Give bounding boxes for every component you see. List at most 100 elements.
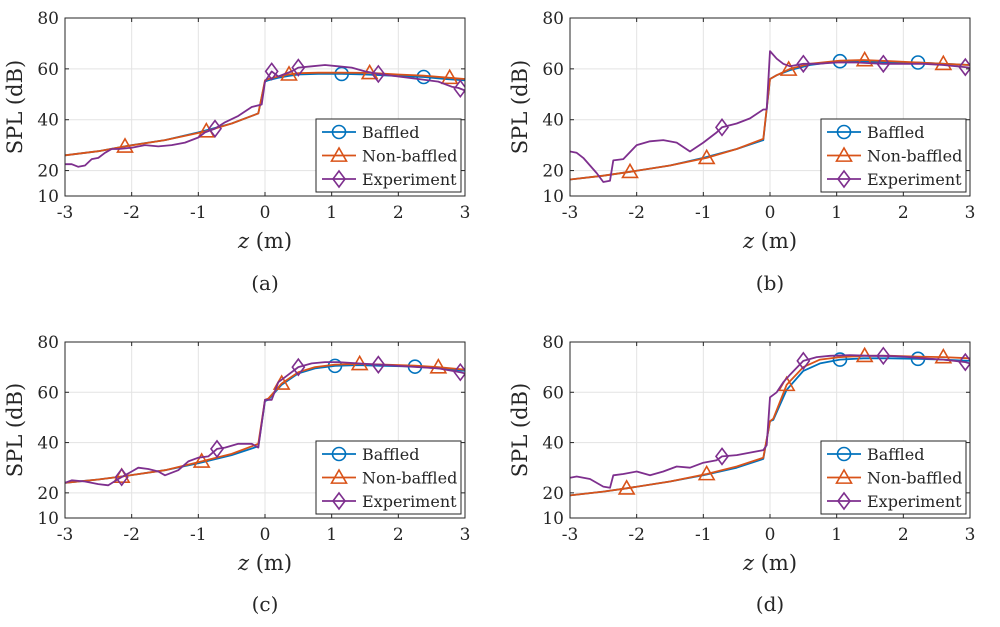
x-axis-label: z (m) (742, 551, 797, 575)
x-tick-label: 2 (898, 203, 909, 223)
legend-marker-baffled (331, 124, 347, 140)
legend-marker-non-baffled (835, 468, 853, 484)
legend-entry-baffled: Baffled (362, 123, 420, 142)
y-axis-label: SPL (dB) (3, 383, 27, 477)
x-tick-label: 3 (965, 203, 976, 223)
y-axis-label: SPL (dB) (508, 60, 532, 154)
marker-experiment (453, 79, 465, 99)
x-tick-label: -3 (562, 203, 579, 223)
x-axis-label: z (m) (237, 229, 292, 253)
legend-marker-non-baffled (330, 146, 348, 162)
marker-experiment (796, 54, 811, 74)
series-line-non-baffled (570, 59, 970, 181)
y-tick-label: 10 (37, 187, 59, 207)
series-experiment (570, 346, 970, 489)
x-tick-label: 1 (831, 525, 842, 545)
legend-entry-experiment: Experiment (362, 170, 457, 189)
series-experiment (570, 50, 970, 183)
y-axis-label: SPL (dB) (3, 60, 27, 154)
panel-caption: (b) (756, 271, 784, 295)
y-tick-label: 20 (37, 484, 59, 504)
marker-non-baffled (617, 479, 636, 495)
marker-baffled (832, 352, 848, 367)
marker-experiment (876, 54, 891, 74)
x-tick-label: 1 (831, 203, 842, 223)
x-tick-label: 0 (260, 525, 271, 545)
panel-caption: (d) (756, 592, 784, 616)
legend-marker-experiment (837, 491, 851, 511)
y-tick-label: 60 (542, 60, 564, 80)
x-tick-label: -3 (57, 525, 74, 545)
marker-experiment (371, 355, 386, 374)
legend-entry-non-baffled: Non-baffled (362, 469, 457, 488)
y-tick-label: 80 (542, 9, 564, 29)
marker-experiment (714, 118, 730, 137)
legend-entry-experiment: Experiment (867, 492, 962, 511)
panel-caption: (c) (252, 592, 279, 616)
y-tick-label: 20 (542, 484, 564, 504)
x-tick-label: 3 (965, 525, 976, 545)
legend-marker-non-baffled (330, 468, 348, 484)
x-tick-label: 2 (393, 525, 404, 545)
marker-experiment (210, 439, 224, 459)
x-tick-label: -1 (695, 203, 712, 223)
legend: Baffled Non-baffled Experiment (315, 118, 462, 193)
legend-marker-experiment (837, 169, 851, 189)
legend-marker-baffled (331, 446, 347, 462)
y-tick-label: 60 (37, 60, 59, 80)
marker-non-baffled (621, 162, 639, 179)
legend-entry-experiment: Experiment (867, 170, 962, 189)
legend: Baffled Non-baffled Experiment (315, 440, 462, 515)
x-tick-label: -2 (628, 525, 645, 545)
y-tick-label: 20 (37, 162, 59, 182)
chart-panel-b: -3 -2 -1 0 1 2 3 10 20 40 60 80 z (m) SPL (dB) (b) Baff… (508, 9, 975, 295)
marker-experiment (876, 346, 891, 366)
legend-marker-experiment (332, 169, 346, 189)
marker-experiment (958, 352, 970, 372)
marker-experiment (958, 57, 970, 77)
marker-experiment (291, 357, 306, 377)
y-tick-label: 40 (37, 111, 59, 131)
chart-panel-c: -3 -2 -1 0 1 2 3 10 20 40 60 80 z (m) SPL (dB) (c) Baff… (3, 333, 470, 616)
x-tick-label: 0 (765, 203, 776, 223)
marker-experiment (796, 351, 811, 371)
y-tick-label: 10 (37, 509, 59, 529)
marker-non-baffled (697, 464, 716, 481)
x-tick-label: 1 (326, 525, 337, 545)
marker-experiment (291, 58, 306, 77)
y-tick-label: 80 (37, 9, 59, 29)
marker-non-baffled (934, 347, 953, 364)
legend-entry-baffled: Baffled (362, 445, 420, 464)
y-tick-label: 10 (542, 509, 564, 529)
marker-experiment (114, 467, 129, 487)
legend-entry-non-baffled: Non-baffled (362, 147, 457, 166)
marker-non-baffled (116, 137, 134, 153)
x-tick-label: -3 (57, 203, 74, 223)
x-tick-label: 3 (460, 203, 471, 223)
y-tick-label: 40 (37, 434, 59, 454)
series-experiment (65, 58, 465, 168)
y-tick-label: 40 (542, 111, 564, 131)
legend: Baffled Non-baffled Experiment (820, 440, 967, 515)
y-tick-label: 80 (37, 333, 59, 353)
legend-marker-experiment (332, 491, 346, 511)
marker-experiment (715, 447, 729, 466)
marker-experiment (208, 119, 222, 138)
x-tick-label: -1 (190, 203, 207, 223)
x-axis-label: z (m) (237, 551, 292, 575)
panel-caption: (a) (251, 271, 279, 295)
legend-marker-baffled (836, 124, 852, 140)
x-tick-label: 0 (260, 203, 271, 223)
marker-experiment (453, 362, 465, 382)
x-tick-label: 0 (765, 525, 776, 545)
x-tick-label: 1 (326, 203, 337, 223)
y-tick-label: 20 (542, 162, 564, 182)
y-tick-label: 80 (542, 333, 564, 353)
marker-non-baffled (855, 50, 874, 67)
y-tick-label: 60 (37, 383, 59, 403)
legend-entry-baffled: Baffled (867, 445, 925, 464)
marker-non-baffled (440, 68, 459, 85)
marker-non-baffled (429, 358, 448, 374)
series-experiment (65, 355, 465, 487)
